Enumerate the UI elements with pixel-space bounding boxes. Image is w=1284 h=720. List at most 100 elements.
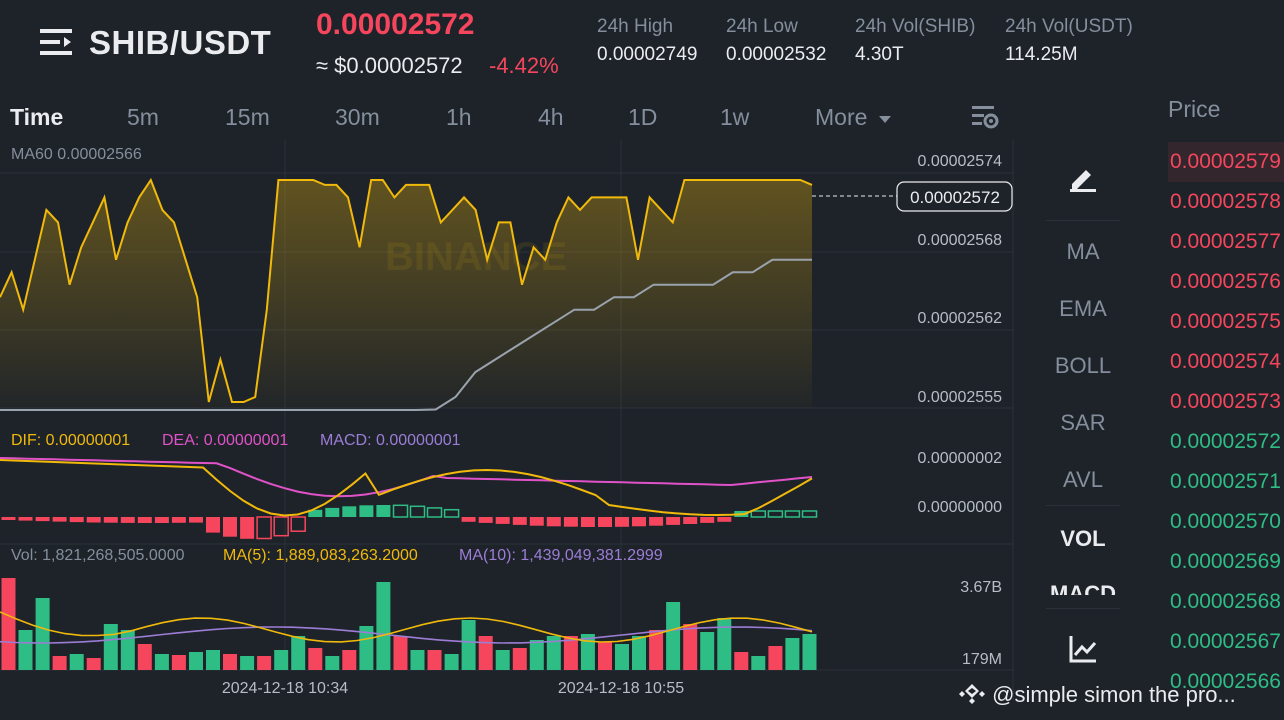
volume-bar	[103, 624, 118, 670]
volume-bar	[393, 636, 408, 670]
tab-4h[interactable]: 4h	[538, 104, 564, 130]
volume-ma10-line	[0, 626, 813, 644]
tab-1w[interactable]: 1w	[720, 104, 750, 130]
bid-price-row[interactable]: 0.00002569	[1170, 550, 1281, 573]
macd-bar	[443, 508, 460, 518]
bid-price-row[interactable]: 0.00002572	[1170, 430, 1281, 453]
tab-time[interactable]: Time	[10, 104, 64, 130]
stat-24h-vol-quote: 24h Vol(USDT) 114.25M	[1005, 16, 1133, 66]
volume-bar	[308, 648, 323, 670]
ask-price-row[interactable]: 0.00002575	[1170, 310, 1281, 333]
macd-bar	[615, 517, 629, 527]
menu-list-icon[interactable]	[40, 27, 72, 57]
volume-bar	[223, 654, 237, 670]
ask-price-row[interactable]: 0.00002578	[1170, 190, 1281, 213]
chart-type-button[interactable]	[1046, 634, 1120, 670]
volume-bar	[683, 624, 698, 670]
bid-price-row[interactable]: 0.00002566	[1170, 670, 1281, 693]
bid-price-row[interactable]: 0.00002570	[1170, 510, 1281, 533]
volume-bar	[649, 630, 664, 670]
macd-bar	[223, 517, 237, 537]
volume-bar	[206, 650, 220, 670]
price-axis-label: 0.00002555	[917, 389, 1002, 406]
indicator-vol[interactable]: VOL	[1060, 526, 1106, 551]
volume-bar	[86, 658, 101, 670]
line-chart-icon	[1069, 636, 1097, 663]
bid-price-row[interactable]: 0.00002568	[1170, 590, 1281, 613]
volume-bar	[342, 650, 357, 670]
time-axis-label: 2024-12-18 10:34	[222, 680, 348, 697]
trading-pair[interactable]: SHIB/USDT	[89, 24, 272, 61]
volume-bar	[410, 650, 425, 670]
ask-price-row[interactable]: 0.00002574	[1170, 350, 1281, 373]
macd-hist-legend: MACD: 0.00000001	[320, 432, 461, 449]
ma60-line	[0, 258, 812, 411]
tab-1h[interactable]: 1h	[446, 104, 472, 130]
volume-bar	[785, 638, 800, 670]
volume-bars	[1, 578, 817, 670]
macd-bar	[18, 517, 33, 521]
volume-bar	[376, 582, 391, 670]
chart-settings-icon[interactable]	[970, 104, 1000, 130]
price-area-fill	[0, 180, 812, 408]
tab-more-label: More	[815, 104, 868, 130]
macd-bar	[649, 517, 664, 526]
macd-dif-line	[0, 459, 813, 517]
volume-bar	[615, 644, 629, 670]
tab-more[interactable]: More	[815, 104, 892, 131]
tab-5m[interactable]: 5m	[127, 104, 159, 130]
ask-price-row[interactable]: 0.00002579	[1168, 142, 1284, 182]
divider	[1046, 608, 1120, 609]
macd-bar	[529, 517, 544, 526]
volume-bar	[802, 634, 817, 670]
indicator-toolbar: MA EMA BOLL SAR AVL VOL MACD	[1046, 140, 1120, 680]
indicator-sar[interactable]: SAR	[1060, 410, 1106, 435]
ask-price-row[interactable]: 0.00002577	[1170, 230, 1281, 253]
ask-price-row[interactable]: 0.00002576	[1170, 270, 1281, 293]
macd-bar	[580, 517, 595, 527]
indicator-boll[interactable]: BOLL	[1054, 353, 1112, 378]
macd-bar	[103, 517, 118, 523]
price-change-percent: -4.42%	[489, 53, 559, 78]
current-price-tag: 0.00002572	[910, 188, 1000, 207]
chart-canvas[interactable]: BINANCE 0.00002572 MA60 0.00002566 0.000…	[0, 140, 1014, 700]
indicator-macd[interactable]: MACD	[1050, 581, 1116, 595]
volume-bar	[154, 654, 169, 670]
draw-tool-button[interactable]	[1046, 162, 1120, 198]
macd-bar	[598, 517, 612, 527]
bid-price-row[interactable]: 0.00002567	[1170, 630, 1281, 653]
macd-bar	[290, 516, 306, 532]
bid-price-row[interactable]: 0.00002571	[1170, 470, 1281, 493]
volume-bar	[240, 656, 255, 670]
watermark: @simple simon the pro...	[958, 682, 1236, 708]
volume-bar	[546, 636, 561, 670]
timeframe-bar: Time 5m 15m 30m 1h 4h 1D 1w More	[0, 98, 1014, 138]
macd-dif-legend: DIF: 0.00000001	[11, 432, 130, 449]
macd-bar	[495, 517, 510, 524]
indicator-ma[interactable]: MA	[1066, 239, 1100, 264]
volume-ma10-legend: MA(10): 1,439,049,381.2999	[459, 547, 663, 564]
kline-chart[interactable]: BINANCE 0.00002572 MA60 0.00002566 0.000…	[0, 140, 1014, 700]
volume-bar	[734, 652, 749, 670]
macd-bar	[461, 517, 476, 522]
volume-bar	[274, 650, 289, 670]
tab-15m[interactable]: 15m	[225, 104, 270, 130]
stat-value: 4.30T	[855, 44, 904, 65]
volume-bar	[69, 654, 84, 670]
indicator-avl[interactable]: AVL	[1063, 467, 1103, 492]
pencil-icon	[1070, 170, 1096, 192]
indicator-ema[interactable]: EMA	[1059, 296, 1107, 321]
price-axis-label: 0.00002568	[917, 232, 1002, 249]
volume-bar	[444, 654, 459, 670]
macd-bar	[666, 517, 681, 525]
macd-bar	[240, 517, 255, 539]
macd-axis-label: 0.00000002	[917, 450, 1002, 467]
macd-bar	[308, 509, 323, 517]
ask-price-row[interactable]: 0.00002573	[1170, 390, 1281, 413]
macd-bar	[392, 504, 409, 518]
tab-30m[interactable]: 30m	[335, 104, 380, 130]
tab-1d[interactable]: 1D	[628, 104, 658, 130]
macd-bar	[1, 517, 16, 520]
ticker-header: SHIB/USDT 0.00002572 ≈ $0.00002572 -4.42…	[0, 0, 1284, 95]
volume-bar	[632, 636, 646, 670]
